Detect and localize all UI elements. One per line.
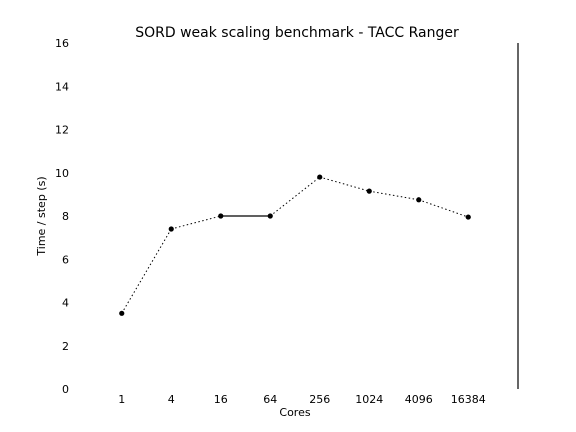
- series-lines: [121, 176, 469, 314]
- x-tick-label: 4096: [405, 393, 433, 406]
- series-segment: [121, 228, 172, 314]
- data-point: [168, 226, 174, 232]
- series-segment: [369, 190, 419, 201]
- series-segment: [319, 176, 370, 192]
- y-tick-label: 0: [62, 383, 69, 396]
- y-tick-label: 14: [55, 80, 69, 93]
- data-point: [366, 188, 372, 194]
- chart-title: SORD weak scaling benchmark - TACC Range…: [135, 25, 459, 41]
- x-axis-ticks: 1 4 16 64 256 1024 4096 16384: [118, 393, 486, 406]
- y-tick-label: 12: [55, 124, 69, 137]
- y-axis-ticks: 0 2 4 6 8 10 12 14 16: [55, 37, 69, 396]
- x-axis-label: Cores: [279, 406, 310, 419]
- x-tick-label: 16384: [451, 393, 486, 406]
- x-tick-label: 4: [168, 393, 175, 406]
- series-points: [119, 174, 471, 316]
- y-tick-label: 2: [62, 340, 69, 353]
- data-point: [119, 310, 125, 316]
- data-point: [317, 174, 323, 180]
- y-tick-label: 6: [62, 253, 69, 266]
- x-tick-label: 256: [309, 393, 330, 406]
- data-point: [218, 213, 224, 219]
- y-tick-label: 8: [62, 210, 69, 223]
- y-tick-label: 16: [55, 37, 69, 50]
- y-tick-label: 10: [55, 167, 69, 180]
- data-point: [267, 213, 273, 219]
- data-point: [416, 197, 422, 203]
- x-tick-label: 16: [214, 393, 228, 406]
- y-axis-label: Time / step (s): [35, 176, 48, 256]
- x-tick-label: 1024: [355, 393, 383, 406]
- y-tick-label: 4: [62, 297, 69, 310]
- series-segment: [418, 199, 469, 218]
- data-point: [465, 214, 471, 220]
- x-tick-label: 1: [118, 393, 125, 406]
- x-tick-label: 64: [263, 393, 277, 406]
- series-segment: [171, 215, 221, 230]
- series-segment: [269, 176, 321, 217]
